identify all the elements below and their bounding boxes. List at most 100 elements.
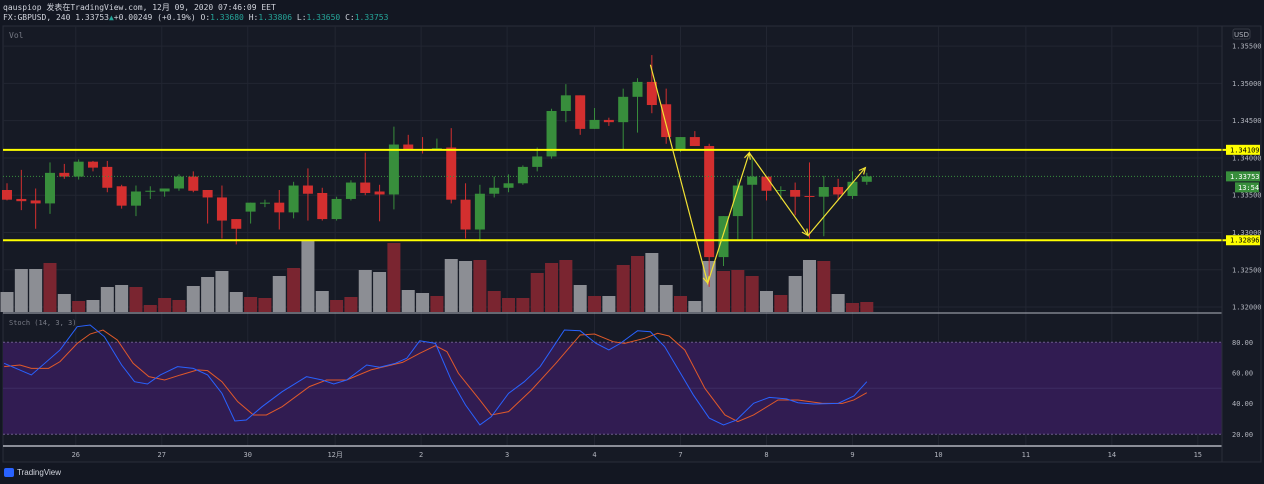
candle-body[interactable] <box>546 110 557 157</box>
candle-body[interactable] <box>159 188 170 192</box>
candle-body[interactable] <box>646 81 657 106</box>
candle-body[interactable] <box>44 172 55 204</box>
volume-bar <box>215 271 229 312</box>
candle-body[interactable] <box>231 219 242 229</box>
drawings[interactable] <box>3 64 1226 286</box>
chart-canvas[interactable]: 26 27 30 12月 2 3 4 7 8 9 10 11 14 15 1.35500 1.35000 1.3… <box>0 0 1264 466</box>
candle-body[interactable] <box>575 95 586 129</box>
candle-body[interactable] <box>474 193 485 230</box>
candle-body[interactable] <box>73 161 84 177</box>
stoch-label: Stoch (14, 3, 3) <box>9 319 76 327</box>
stoch-tick-label: 20.00 <box>1232 431 1253 439</box>
candle-body[interactable] <box>675 137 686 151</box>
candle-body[interactable] <box>288 185 299 213</box>
candle-body[interactable] <box>489 187 500 194</box>
candle-body[interactable] <box>618 96 629 123</box>
candles[interactable] <box>2 55 872 287</box>
x-axis-label: 8 <box>764 451 768 459</box>
candle-body[interactable] <box>360 182 371 193</box>
volume-bar <box>430 296 444 312</box>
level-price-tag <box>1226 235 1260 246</box>
tradingview-footer[interactable]: TradingView <box>4 468 61 477</box>
candle-body[interactable] <box>188 176 199 191</box>
candle-body[interactable] <box>446 147 457 200</box>
price-tick-label: 1.34500 <box>1232 117 1262 125</box>
countdown-label: 13:54 <box>1238 184 1259 192</box>
candle-body[interactable] <box>317 192 328 220</box>
brand-label: TradingView <box>17 468 62 477</box>
candle-body[interactable] <box>345 182 356 199</box>
candle-body[interactable] <box>460 199 471 230</box>
candle-body[interactable] <box>16 198 27 202</box>
volume-bar <box>831 294 845 312</box>
candle-body[interactable] <box>718 216 729 258</box>
candle-body[interactable] <box>274 202 285 213</box>
volume-bar <box>201 277 215 312</box>
candle-body[interactable] <box>589 119 600 129</box>
volume-bar <box>344 297 358 312</box>
candle-body[interactable] <box>747 176 758 185</box>
candle-body[interactable] <box>503 183 514 188</box>
candle-body[interactable] <box>102 166 113 188</box>
price-tick-label: 1.32000 <box>1232 304 1262 312</box>
candle-body[interactable] <box>689 137 700 147</box>
candle-body[interactable] <box>517 166 528 184</box>
volume-bar <box>272 276 286 312</box>
volume-bar <box>330 300 344 312</box>
candle-body[interactable] <box>818 187 829 197</box>
volume-bar <box>172 300 186 312</box>
candle-body[interactable] <box>388 144 399 195</box>
candle-body[interactable] <box>632 81 643 97</box>
price-tick-label: 1.32500 <box>1232 266 1262 274</box>
candle-body[interactable] <box>603 119 614 123</box>
candle-body[interactable] <box>775 190 786 191</box>
candle-body[interactable] <box>130 191 141 206</box>
candle-body[interactable] <box>847 181 858 196</box>
candle-body[interactable] <box>374 191 385 195</box>
candle-body[interactable] <box>202 190 213 198</box>
candle-body[interactable] <box>732 185 743 217</box>
volume-bar <box>186 286 200 312</box>
high-label: H: <box>248 13 259 22</box>
candle-body[interactable] <box>331 198 342 220</box>
price-tick-label: 1.34000 <box>1232 154 1262 162</box>
candle-body[interactable] <box>532 156 543 167</box>
candle-body[interactable] <box>59 172 70 177</box>
candle-body[interactable] <box>145 190 156 192</box>
candle-body[interactable] <box>116 186 127 206</box>
x-axis-label: 14 <box>1108 451 1116 459</box>
volume-bar <box>0 292 14 312</box>
candle-body[interactable] <box>761 176 772 191</box>
candle-body[interactable] <box>661 104 672 138</box>
volume-bar <box>631 256 645 312</box>
candle-body[interactable] <box>790 190 801 197</box>
x-axis-label: 10 <box>934 451 942 459</box>
candle-body[interactable] <box>560 95 571 111</box>
candle-body[interactable] <box>2 190 12 200</box>
up-arrow-icon: ▲ <box>108 13 114 22</box>
candle-body[interactable] <box>403 144 414 150</box>
axes: 26 27 30 12月 2 3 4 7 8 9 10 11 14 15 1.35500 1.35000 1.3… <box>3 26 1262 462</box>
candle-body[interactable] <box>259 202 270 204</box>
volume-bar <box>401 290 415 312</box>
volume-bar <box>645 253 659 312</box>
candle-body[interactable] <box>431 148 442 150</box>
currency-button[interactable] <box>1232 28 1251 40</box>
candle-body[interactable] <box>704 146 715 258</box>
volume-bar <box>545 263 559 312</box>
candle-body[interactable] <box>245 202 256 212</box>
candle-body[interactable] <box>216 197 227 221</box>
candle-body[interactable] <box>87 161 98 168</box>
candle-body[interactable] <box>173 176 184 189</box>
volume-bar <box>530 273 544 312</box>
candle-body[interactable] <box>833 187 844 195</box>
volume-bar <box>315 291 329 312</box>
stoch-k-line <box>3 324 868 426</box>
open-label: O: <box>200 13 211 22</box>
stoch-tick-label: 60.00 <box>1232 369 1253 377</box>
candle-body[interactable] <box>804 195 815 197</box>
candle-body[interactable] <box>30 200 41 204</box>
publish-info: qauspiop 发表在TradingView.com, 12月 09, 202… <box>3 3 276 12</box>
candle-body[interactable] <box>302 185 313 194</box>
candle-body[interactable] <box>861 176 872 182</box>
